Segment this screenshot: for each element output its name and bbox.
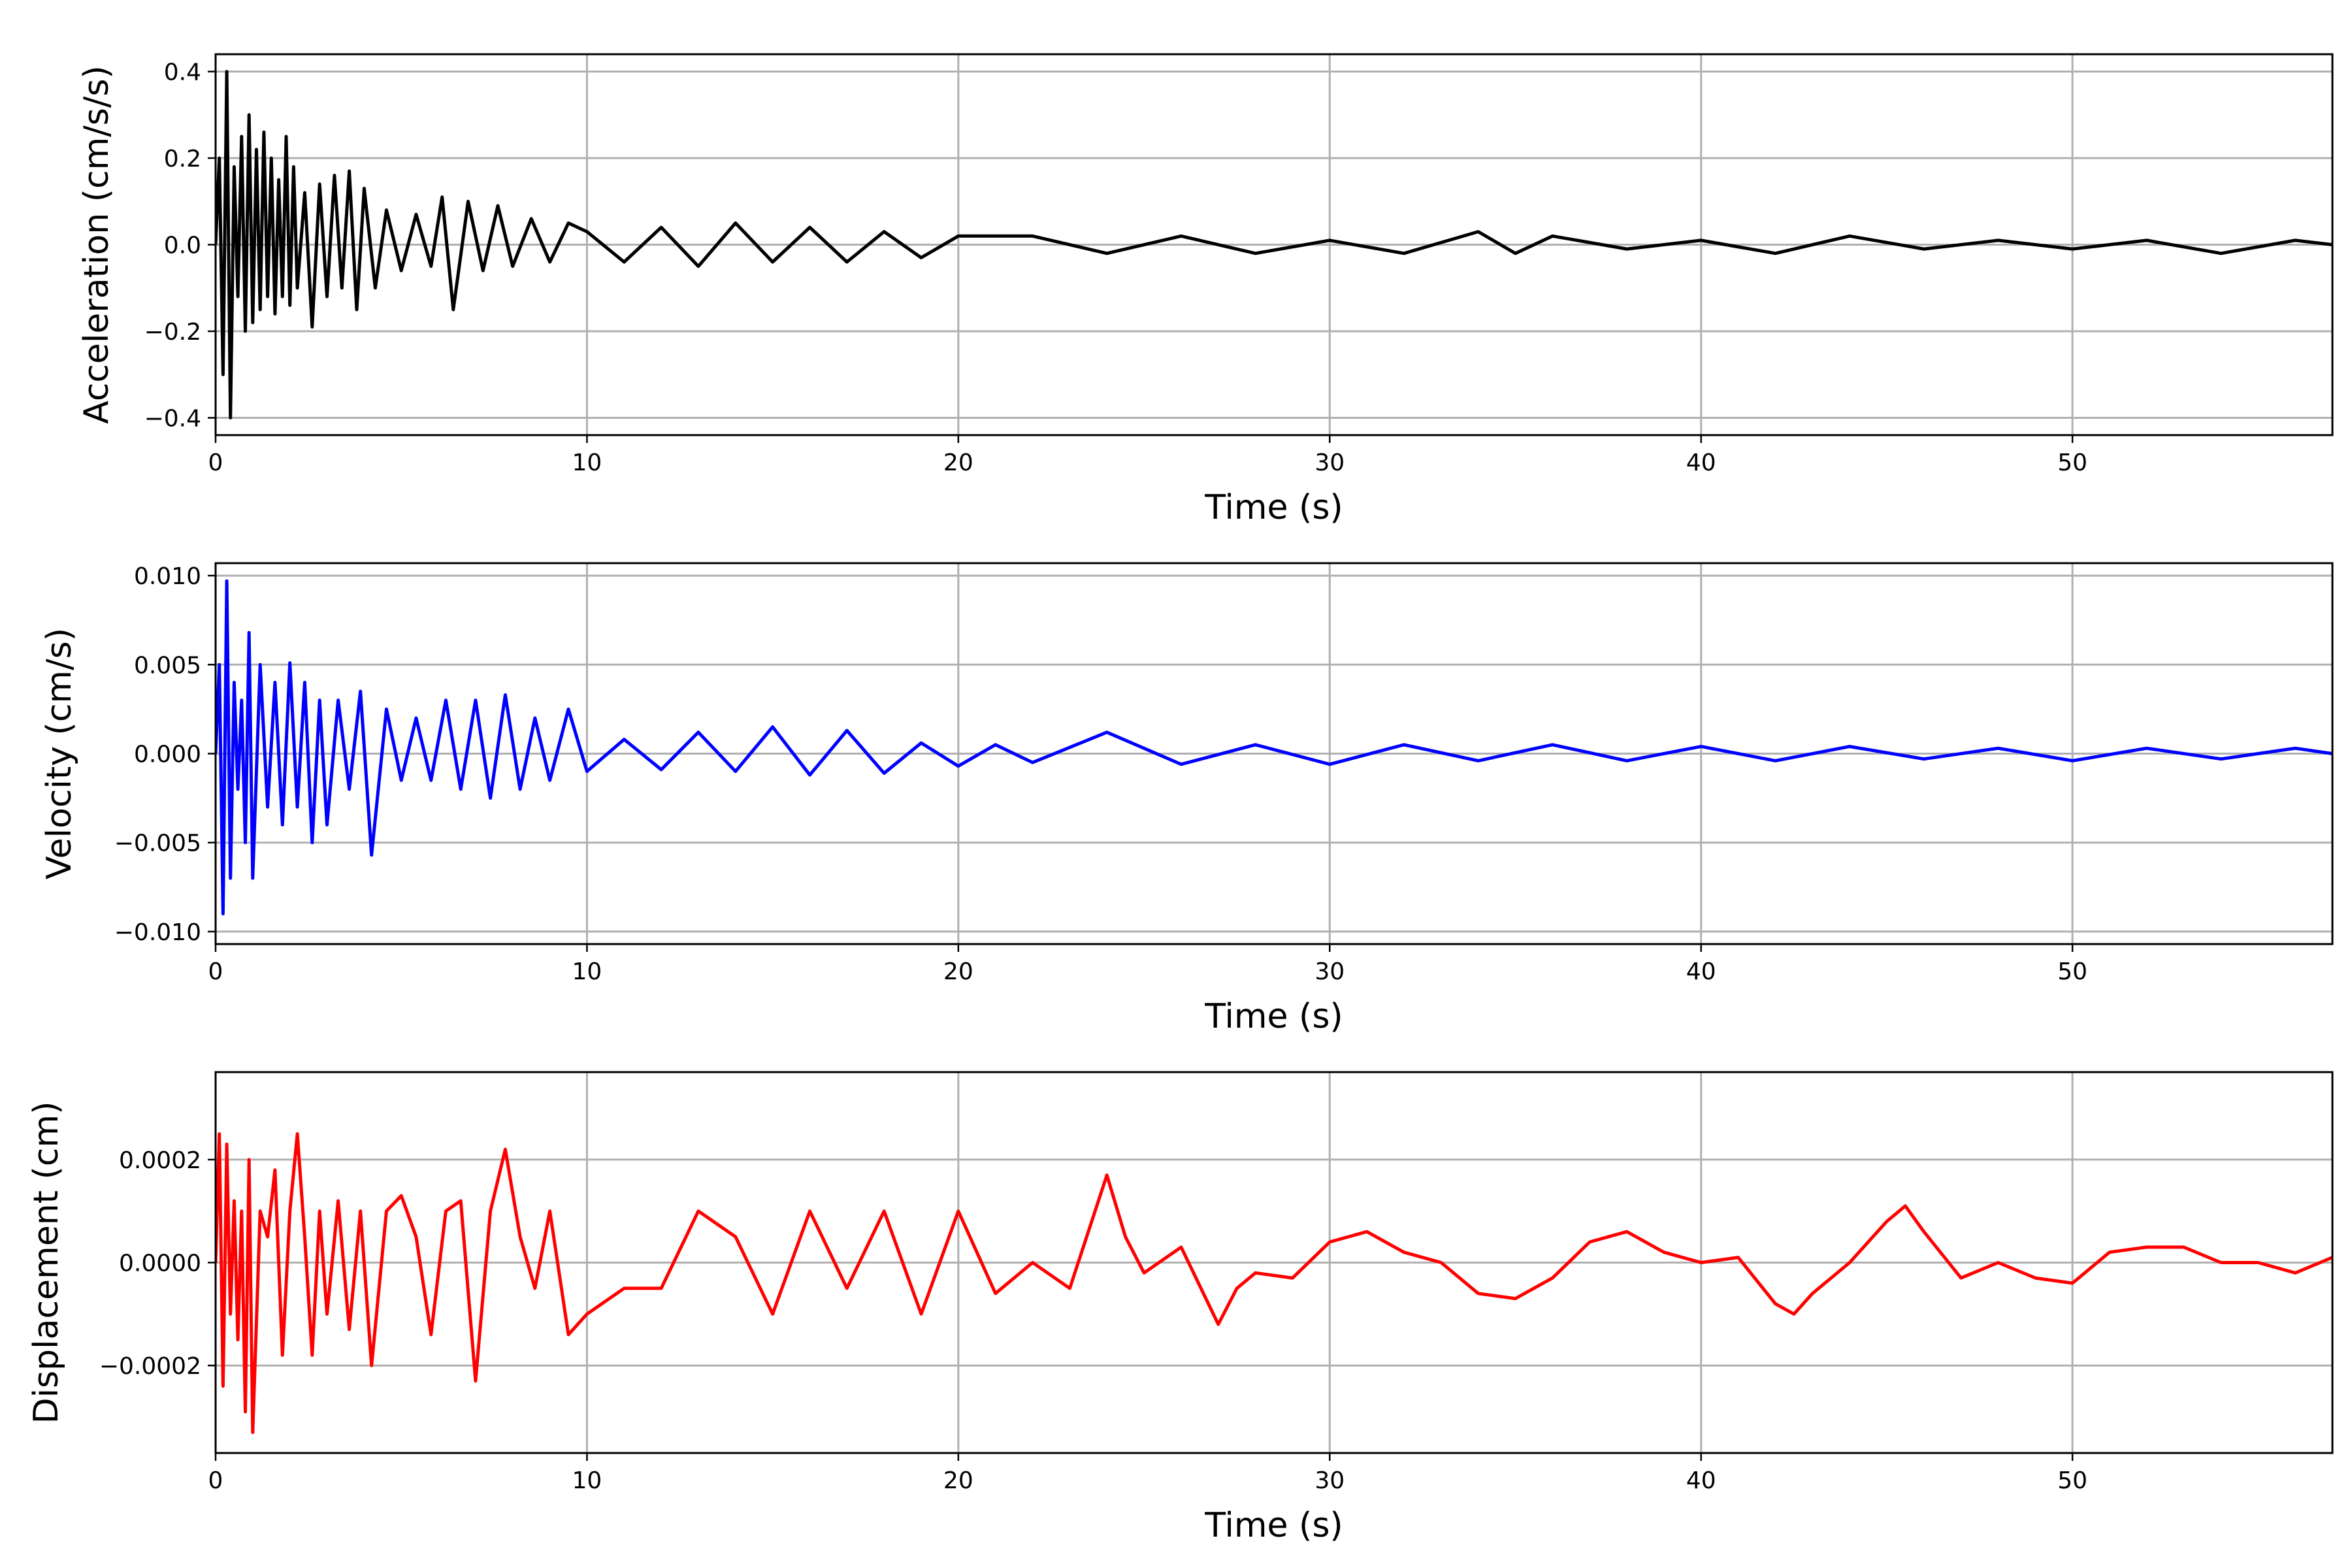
x-tick-label: 0 <box>208 449 223 476</box>
series-line <box>216 579 2332 916</box>
x-tick-label: 10 <box>572 958 602 985</box>
y-axis-label: Acceleration (cm/s/s) <box>77 65 116 424</box>
y-tick-label: −0.2 <box>144 319 201 346</box>
y-axis-label: Velocity (cm/s) <box>40 628 79 879</box>
x-tick-label: 50 <box>2057 958 2087 985</box>
y-tick-label: −0.005 <box>114 830 201 857</box>
x-tick-label: 20 <box>943 958 973 985</box>
y-tick-label: 0.2 <box>164 146 201 172</box>
x-tick-label: 20 <box>943 1467 973 1494</box>
x-tick-label: 30 <box>1315 449 1345 476</box>
series-line <box>216 70 2332 419</box>
x-tick-label: 40 <box>1686 1467 1716 1494</box>
x-tick-label: 40 <box>1686 958 1716 985</box>
y-tick-label: −0.010 <box>114 919 201 946</box>
x-tick-label: 50 <box>2057 449 2087 476</box>
x-tick-label: 40 <box>1686 449 1716 476</box>
y-tick-label: 0.005 <box>134 652 201 679</box>
x-tick-label: 0 <box>208 958 223 985</box>
y-tick-label: 0.0002 <box>119 1147 201 1174</box>
x-axis-label: Time (s) <box>1204 1506 1343 1545</box>
y-tick-label: 0.4 <box>164 59 201 86</box>
x-tick-label: 30 <box>1315 958 1345 985</box>
y-axis-label: Displacement (cm) <box>27 1102 66 1424</box>
x-tick-label: 20 <box>943 449 973 476</box>
x-tick-label: 10 <box>572 449 602 476</box>
x-axis-label: Time (s) <box>1204 488 1343 527</box>
axes-frame <box>214 53 2334 436</box>
acceleration-panel: 0 10 20 30 40 50 −0.4 −0.2 0.0 0.2 0.4 Time (s) Acce… <box>77 53 2334 527</box>
axes-frame <box>214 1071 2334 1454</box>
y-tick-label: −0.0002 <box>99 1353 201 1380</box>
y-tick-label: 0.000 <box>134 742 201 768</box>
displacement-panel: 0 10 20 30 40 50 −0.0002 0.0000 0.0002 Time (s) Di… <box>27 1071 2334 1545</box>
y-tick-label: 0.0 <box>164 233 201 259</box>
x-tick-label: 50 <box>2057 1467 2087 1494</box>
x-tick-label: 10 <box>572 1467 602 1494</box>
x-tick-label: 30 <box>1315 1467 1345 1494</box>
y-tick-label: 0.010 <box>134 563 201 590</box>
y-tick-label: −0.4 <box>144 406 201 433</box>
series-line <box>216 1132 2332 1434</box>
x-axis-label: Time (s) <box>1204 997 1343 1036</box>
axes-frame <box>214 562 2334 945</box>
y-tick-label: 0.0000 <box>119 1250 201 1277</box>
velocity-panel: 0 10 20 30 40 50 −0.010 −0.005 0.000 0.005 0.010 Ti… <box>40 562 2334 1036</box>
x-tick-label: 0 <box>208 1467 223 1494</box>
